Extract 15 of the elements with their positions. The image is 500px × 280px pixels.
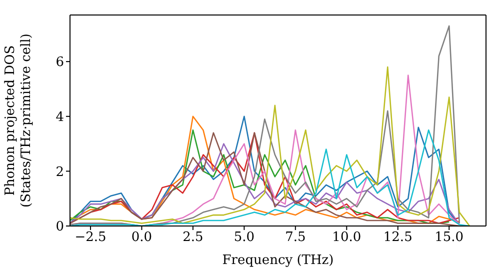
x-tick-label: 5.0 (234, 230, 255, 246)
x-tick-label: 12.5 (383, 230, 412, 246)
x-tick-label: 7.5 (285, 230, 306, 246)
y-tick-label: 6 (56, 55, 64, 70)
x-tick-label: 15.0 (434, 230, 464, 246)
y-tick-label: 0 (56, 220, 64, 235)
x-tick-label: 10.0 (332, 230, 362, 246)
y-tick-label: 4 (56, 110, 64, 126)
x-axis-title: Frequency (THz) (222, 253, 334, 268)
line-series (70, 25, 460, 226)
y-axis-title: Phonon projected DOS (States/THz·primitive cell) (3, 33, 34, 208)
y-tick-label: 2 (56, 164, 64, 180)
x-tick-label: 2.5 (182, 230, 204, 246)
x-tick-label: −2.5 (74, 230, 106, 246)
x-tick-label: 0.0 (131, 230, 152, 246)
